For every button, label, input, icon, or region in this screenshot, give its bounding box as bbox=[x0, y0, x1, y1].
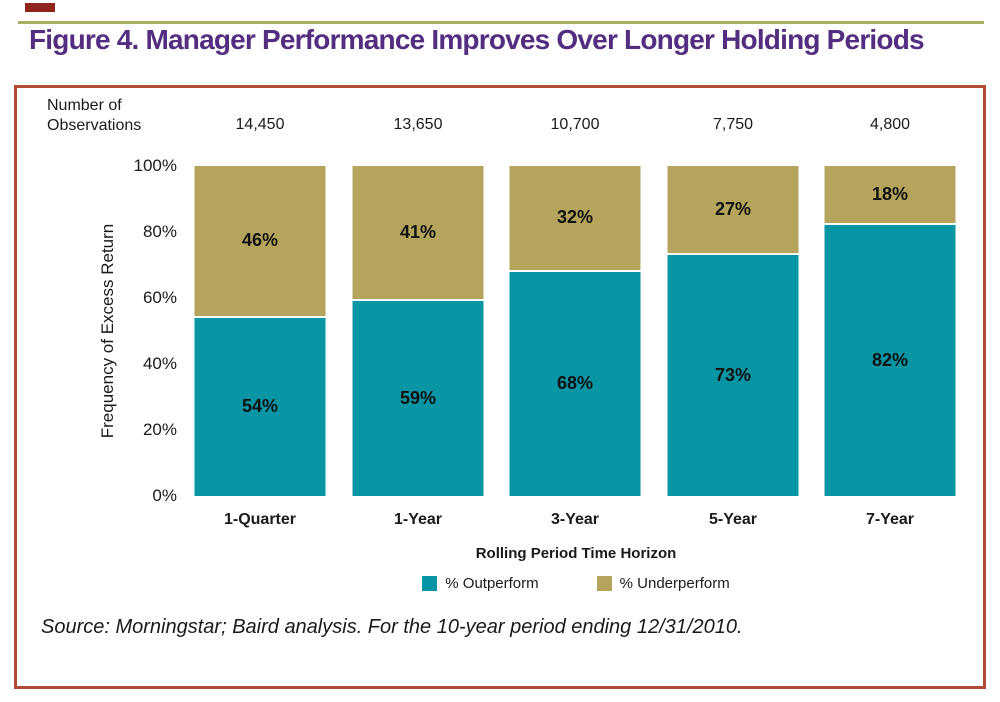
segment-value-label: 68% bbox=[556, 373, 594, 394]
underperform-segment: 18% bbox=[824, 166, 956, 226]
y-tick-label: 0% bbox=[152, 486, 177, 505]
outperform-segment: 59% bbox=[352, 301, 484, 496]
legend: % Outperform % Underperform bbox=[195, 575, 957, 592]
top-divider-rule bbox=[18, 21, 984, 24]
figure-title: Figure 4. Manager Performance Improves O… bbox=[29, 24, 925, 55]
outperform-segment: 82% bbox=[824, 225, 956, 496]
y-tick-label: 40% bbox=[142, 354, 177, 373]
stacked-bar-1-quarter: 46% 54% bbox=[194, 166, 326, 496]
chart-panel: Number of Observations 14,450 13,650 10,70… bbox=[14, 85, 986, 689]
segment-value-label: 41% bbox=[399, 222, 437, 243]
legend-item: % Outperform bbox=[422, 575, 539, 592]
segment-value-label: 27% bbox=[714, 199, 752, 220]
observation-count: 4,800 bbox=[869, 116, 911, 133]
legend-item: % Underperform bbox=[596, 575, 730, 592]
observation-count: 7,750 bbox=[712, 116, 754, 133]
outperform-segment: 68% bbox=[509, 271, 641, 496]
observations-header-line1: Number of bbox=[47, 97, 122, 114]
y-tick-label: 80% bbox=[142, 222, 177, 241]
observation-count: 10,700 bbox=[550, 116, 600, 133]
y-tick-label: 60% bbox=[142, 288, 177, 307]
stacked-bar-1-year: 41% 59% bbox=[352, 166, 484, 496]
x-category-label: 1-Quarter bbox=[223, 511, 297, 528]
stacked-bar-5-year: 27% 73% bbox=[667, 166, 799, 496]
segment-value-label: 59% bbox=[399, 388, 437, 409]
underperform-segment: 41% bbox=[352, 166, 484, 302]
y-tick-label: 20% bbox=[142, 420, 177, 439]
outperform-segment: 54% bbox=[194, 317, 326, 496]
segment-value-label: 32% bbox=[556, 207, 594, 228]
legend-swatch-icon bbox=[596, 576, 612, 591]
x-category-label: 3-Year bbox=[550, 511, 600, 528]
underperform-segment: 46% bbox=[194, 166, 326, 318]
segment-value-label: 82% bbox=[871, 350, 909, 371]
observation-count: 14,450 bbox=[235, 116, 285, 133]
underperform-segment: 32% bbox=[509, 166, 641, 272]
stacked-bar-3-year: 32% 68% bbox=[509, 166, 641, 496]
y-tick-label: 100% bbox=[133, 156, 177, 175]
source-note: Source: Morningstar; Baird analysis. For… bbox=[41, 616, 743, 638]
stacked-bar-7-year: 18% 82% bbox=[824, 166, 956, 496]
observations-header-line2: Observations bbox=[47, 117, 142, 134]
underperform-segment: 27% bbox=[667, 166, 799, 256]
observation-count: 13,650 bbox=[393, 116, 443, 133]
legend-swatch-icon bbox=[422, 576, 438, 591]
x-axis-title: Rolling Period Time Horizon bbox=[475, 545, 677, 562]
plot-area: 46% 54% 41% 59% 32% 68% 27% 73% 18% 82% bbox=[17, 166, 983, 496]
outperform-segment: 73% bbox=[667, 255, 799, 496]
legend-label: % Outperform bbox=[445, 575, 539, 592]
segment-value-label: 54% bbox=[241, 396, 279, 417]
x-category-label: 5-Year bbox=[708, 511, 758, 528]
observations-header: Number of Observations bbox=[47, 96, 141, 136]
legend-label: % Underperform bbox=[619, 575, 730, 592]
segment-value-label: 46% bbox=[241, 230, 279, 251]
corner-accent-mark bbox=[25, 3, 55, 12]
segment-value-label: 18% bbox=[871, 184, 909, 205]
y-axis-tick-labels: 100% 80% 60% 40% 20% 0% bbox=[17, 156, 177, 505]
segment-value-label: 73% bbox=[714, 365, 752, 386]
x-category-label: 7-Year bbox=[865, 511, 915, 528]
x-category-label: 1-Year bbox=[393, 511, 443, 528]
